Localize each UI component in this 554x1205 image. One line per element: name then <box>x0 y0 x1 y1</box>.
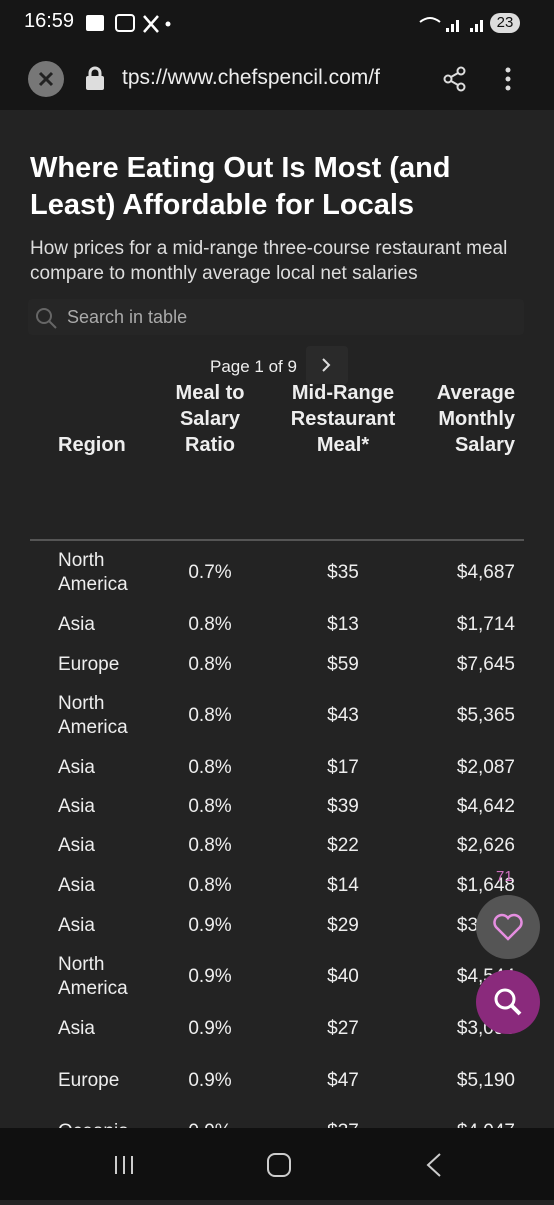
column-header: Region <box>58 434 126 456</box>
column-header: Average Monthly Salary <box>436 382 515 456</box>
region-cell: North America <box>58 954 128 999</box>
value-cell: 0.9% <box>188 915 232 936</box>
value-cell: $59 <box>327 654 359 675</box>
region-cell: Asia <box>58 757 95 778</box>
time: 16:59 <box>24 10 75 32</box>
value-cell: 0.8% <box>188 875 232 896</box>
value-cell: $13 <box>327 614 359 635</box>
value-cell: $1,714 <box>456 614 515 635</box>
value-cell: $5,190 <box>456 1070 515 1091</box>
value-cell: 0.9% <box>170 1120 250 1128</box>
status-bar: 16:59 23 <box>0 0 554 46</box>
region-cell: Asia <box>58 614 95 635</box>
status-icons <box>86 14 171 33</box>
value-cell: $35 <box>327 562 359 583</box>
value-cell: 0.8% <box>188 654 232 675</box>
value-cell: $37 <box>293 1120 393 1128</box>
nav-bar <box>0 1128 554 1200</box>
value-cell: 0.7% <box>188 562 232 583</box>
pagination: Page 1 of 9 <box>210 357 297 376</box>
value-cell: $39 <box>327 796 359 817</box>
value-cell: $5,365 <box>456 705 515 726</box>
value-cell: $4,687 <box>456 562 515 583</box>
url-bar: tps://www.chefspencil.com/f <box>0 46 554 110</box>
url[interactable]: tps://www.chefspencil.com/f <box>122 66 380 89</box>
value-cell: $43 <box>327 705 359 726</box>
title: Where Eating Out Is Most (and Least) Aff… <box>30 152 451 221</box>
region-cell: Asia <box>58 1018 95 1039</box>
region-cell: Europe <box>58 654 120 675</box>
signal-icons <box>419 17 483 32</box>
value-cell: 0.8% <box>188 757 232 778</box>
value-cell: 0.8% <box>188 705 232 726</box>
region-cell: Asia <box>58 875 95 896</box>
battery: 23 <box>490 13 520 33</box>
search-fab[interactable] <box>476 970 540 1034</box>
value-cell: $4,642 <box>456 796 515 817</box>
column-header: Mid-Range Restaurant Meal* <box>290 382 396 456</box>
lock-icon <box>86 66 104 90</box>
region-cell: Europe <box>58 1070 120 1091</box>
subtitle: How prices for a mid-range three-course … <box>30 238 508 284</box>
value-cell: $47 <box>327 1070 359 1091</box>
value-cell: $1,648 <box>456 875 515 896</box>
value-cell: $27 <box>327 1018 359 1039</box>
value-cell: $17 <box>327 757 359 778</box>
value-cell: $2,087 <box>456 757 515 778</box>
region-cell: Asia <box>58 796 95 817</box>
likes-count: 71 <box>496 868 513 885</box>
value-cell: $2,626 <box>456 835 515 856</box>
value-cell: 0.8% <box>188 614 232 635</box>
share-button[interactable] <box>442 66 468 92</box>
value-cell: $7,645 <box>456 654 515 675</box>
region-cell: North America <box>58 550 128 595</box>
region-cell: Asia <box>58 915 95 936</box>
close-button[interactable] <box>28 61 64 97</box>
next-page[interactable] <box>306 346 348 384</box>
value-cell: $14 <box>327 875 359 896</box>
region-cell: Asia <box>58 835 95 856</box>
value-cell: 0.9% <box>188 966 232 987</box>
value-cell: 0.8% <box>188 835 232 856</box>
value-cell: 0.9% <box>188 1018 232 1039</box>
region-cell: North America <box>58 693 128 738</box>
value-cell: $22 <box>327 835 359 856</box>
value-cell: $40 <box>327 966 359 987</box>
column-header: Meal to Salary Ratio <box>175 382 245 456</box>
search-box[interactable]: Search in table <box>28 299 524 335</box>
table: Region Meal to Salary Ratio Mid-Range Rest… <box>58 382 515 1128</box>
region-cell: Oceania <box>58 1120 168 1128</box>
value-cell: 0.8% <box>188 796 232 817</box>
value-cell: $4,047 <box>405 1120 515 1128</box>
like-button[interactable] <box>476 895 540 959</box>
header-rule <box>30 539 524 541</box>
value-cell: $29 <box>327 915 359 936</box>
search-placeholder: Search in table <box>67 307 188 327</box>
value-cell: 0.9% <box>188 1070 232 1091</box>
menu-button[interactable] <box>498 66 518 92</box>
